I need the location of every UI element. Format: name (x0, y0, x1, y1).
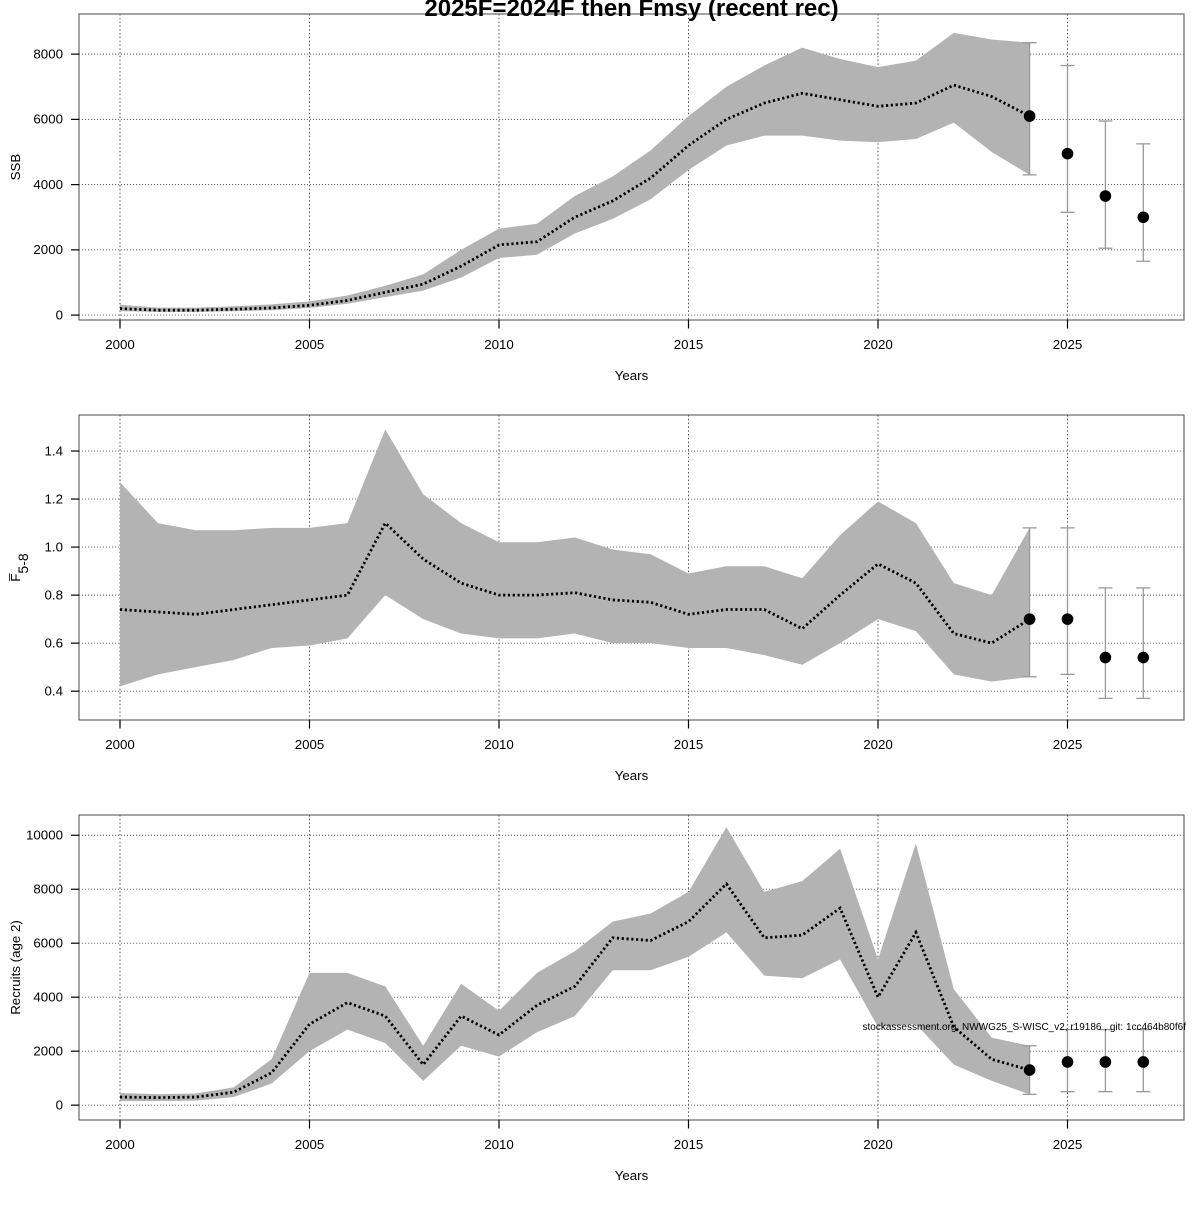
svg-text:0: 0 (56, 1097, 63, 1112)
svg-text:2025: 2025 (1053, 337, 1083, 352)
svg-text:0.8: 0.8 (45, 587, 64, 602)
svg-text:2005: 2005 (295, 737, 325, 752)
svg-text:stockassessment.org, NWWG25_S-: stockassessment.org, NWWG25_S-WISC_v2, r… (863, 1022, 1187, 1033)
svg-text:2000: 2000 (33, 1043, 63, 1058)
svg-text:2020: 2020 (863, 1137, 893, 1152)
svg-text:8000: 8000 (33, 46, 63, 61)
svg-text:4000: 4000 (33, 177, 63, 192)
svg-text:2020: 2020 (863, 737, 893, 752)
svg-text:2025: 2025 (1053, 1137, 1083, 1152)
svg-text:1.2: 1.2 (45, 491, 64, 506)
svg-text:2000: 2000 (105, 737, 135, 752)
svg-text:2005: 2005 (295, 337, 325, 352)
svg-text:1.0: 1.0 (45, 539, 64, 554)
svg-text:2000: 2000 (105, 1137, 135, 1152)
svg-text:Years: Years (615, 768, 649, 783)
svg-text:2000: 2000 (105, 337, 135, 352)
svg-text:2005: 2005 (295, 1137, 325, 1152)
svg-text:2015: 2015 (674, 1137, 704, 1152)
svg-text:Recruits (age 2): Recruits (age 2) (8, 920, 23, 1015)
svg-text:0.6: 0.6 (45, 635, 64, 650)
svg-text:2025F=2024F then Fmsy (recent: 2025F=2024F then Fmsy (recent rec) (424, 0, 838, 22)
svg-text:2015: 2015 (674, 737, 704, 752)
svg-text:0: 0 (56, 307, 63, 322)
svg-text:2010: 2010 (484, 737, 514, 752)
svg-text:8000: 8000 (33, 882, 63, 897)
svg-text:4000: 4000 (33, 989, 63, 1004)
svg-text:2010: 2010 (484, 1137, 514, 1152)
svg-text:0.4: 0.4 (45, 683, 64, 698)
svg-text:2000: 2000 (33, 242, 63, 257)
svg-text:2025: 2025 (1053, 737, 1083, 752)
svg-text:2015: 2015 (674, 337, 704, 352)
svg-text:1.4: 1.4 (45, 443, 64, 458)
svg-text:6000: 6000 (33, 112, 63, 127)
svg-text:6000: 6000 (33, 936, 63, 951)
svg-text:Years: Years (615, 368, 649, 383)
svg-text:2010: 2010 (484, 337, 514, 352)
svg-text:10000: 10000 (26, 828, 63, 843)
svg-text:SSB: SSB (8, 154, 23, 181)
svg-text:2020: 2020 (863, 337, 893, 352)
svg-text:Years: Years (615, 1168, 649, 1183)
